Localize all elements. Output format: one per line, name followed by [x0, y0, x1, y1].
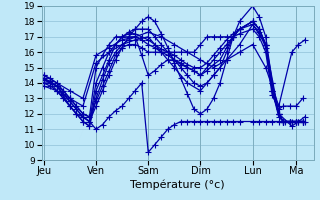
- X-axis label: Température (°c): Température (°c): [130, 179, 225, 190]
